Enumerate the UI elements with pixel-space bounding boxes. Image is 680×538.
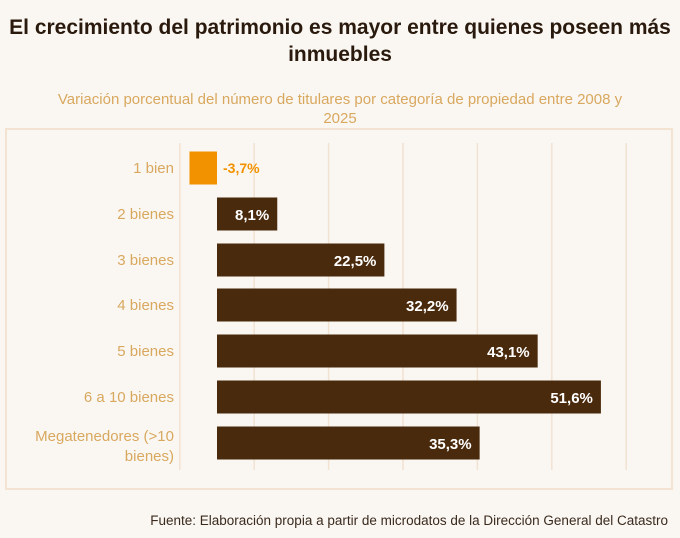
chart-subtitle: Variación porcentual del número de titul… (57, 91, 623, 127)
chart-title: El crecimiento del patrimonio es mayor e… (9, 16, 671, 66)
category-label: bienes) (125, 448, 174, 465)
category-label: 4 bienes (117, 297, 174, 314)
data-label: 43,1% (487, 344, 530, 361)
source-note: Fuente: Elaboración propia a partir de m… (150, 513, 668, 528)
bar (217, 243, 385, 277)
data-label: 35,3% (429, 436, 472, 453)
category-label: 6 a 10 bienes (84, 389, 174, 406)
category-label: 2 bienes (117, 206, 174, 223)
bar (217, 334, 538, 368)
data-label: 22,5% (334, 253, 377, 270)
chart-panel (5, 128, 673, 490)
data-label: 51,6% (550, 390, 593, 407)
bar (217, 380, 601, 414)
bar (217, 426, 480, 460)
bar (217, 197, 278, 231)
data-label: 32,2% (406, 298, 449, 315)
category-label: Megatenedores (>10 (35, 428, 174, 445)
bar (217, 288, 457, 322)
data-label: 8,1% (235, 207, 269, 224)
category-label: 1 bien (133, 160, 174, 177)
category-label: 3 bienes (117, 252, 174, 269)
category-label: 5 bienes (117, 343, 174, 360)
data-label: -3,7% (223, 160, 260, 176)
bar (189, 151, 217, 185)
